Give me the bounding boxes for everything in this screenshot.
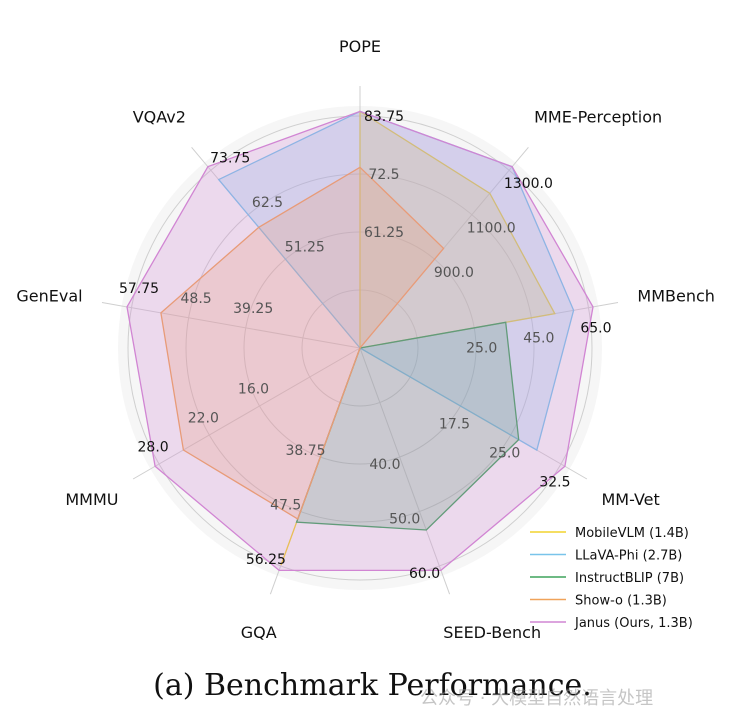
axis-label: MMMU bbox=[65, 490, 118, 509]
tick-label: 50.0 bbox=[389, 511, 420, 527]
tick-label: 25.0 bbox=[466, 341, 497, 357]
tick-label: 61.25 bbox=[364, 225, 404, 241]
radar-series bbox=[126, 110, 594, 572]
series-4-polygon bbox=[160, 166, 445, 520]
axis-label: MMBench bbox=[637, 287, 715, 306]
axis-label: MM-Vet bbox=[602, 490, 660, 509]
tick-label: 73.75 bbox=[210, 150, 250, 166]
axis-label: SEED-Bench bbox=[443, 623, 541, 642]
tick-label: 47.5 bbox=[270, 498, 301, 514]
series-5-polygon bbox=[126, 110, 594, 572]
axis-label: VQAv2 bbox=[133, 108, 186, 127]
tick-label: 39.25 bbox=[233, 301, 273, 317]
legend-entry: InstructBLIP (7B) bbox=[575, 571, 684, 586]
tick-label: 32.5 bbox=[539, 474, 570, 490]
tick-label: 40.0 bbox=[369, 457, 400, 473]
tick-label: 25.0 bbox=[489, 445, 520, 461]
tick-label: 17.5 bbox=[439, 416, 470, 432]
watermark-text: 公众号 · 大模型自然语言处理 bbox=[420, 688, 654, 709]
legend: MobileVLM (1.4B) LLaVA-Phi (2.7B) Instruct… bbox=[530, 526, 693, 631]
radar-chart: 61.25 72.5 83.75 900.0 1100.0 1300.0 25.0 45.0 6… bbox=[16, 37, 715, 642]
axis-label: MME-Perception bbox=[534, 108, 662, 127]
radar-labels: 61.25 72.5 83.75 900.0 1100.0 1300.0 25.0 45.0 6… bbox=[16, 37, 715, 642]
tick-label: 62.5 bbox=[252, 195, 283, 211]
tick-label: 56.25 bbox=[246, 552, 286, 568]
legend-entry: Janus (Ours, 1.3B) bbox=[574, 616, 693, 631]
tick-label: 57.75 bbox=[119, 281, 159, 297]
tick-label: 65.0 bbox=[580, 320, 611, 336]
tick-label: 22.0 bbox=[188, 411, 219, 427]
tick-label: 900.0 bbox=[434, 265, 474, 281]
tick-label: 28.0 bbox=[138, 440, 169, 456]
axis-label: GenEval bbox=[16, 287, 82, 306]
spoke-line bbox=[359, 347, 451, 595]
tick-label: 72.5 bbox=[368, 167, 399, 183]
tick-label: 51.25 bbox=[285, 239, 325, 255]
figure-caption: (a) Benchmark Performance. bbox=[153, 668, 592, 703]
tick-label: 1100.0 bbox=[467, 221, 516, 237]
tick-label: 1300.0 bbox=[504, 176, 553, 192]
axis-label: POPE bbox=[339, 37, 381, 56]
axis-label: GQA bbox=[241, 623, 277, 642]
tick-label: 60.0 bbox=[409, 566, 440, 582]
spoke-line bbox=[101, 302, 361, 349]
tick-label: 38.75 bbox=[285, 443, 325, 459]
tick-label: 48.5 bbox=[181, 291, 212, 307]
legend-entry: Show-o (1.3B) bbox=[575, 594, 667, 609]
tick-label: 45.0 bbox=[523, 331, 554, 347]
legend-entry: LLaVA-Phi (2.7B) bbox=[575, 549, 682, 564]
tick-label: 83.75 bbox=[364, 109, 404, 125]
legend-entry: MobileVLM (1.4B) bbox=[575, 526, 689, 541]
spoke-line bbox=[132, 347, 361, 480]
tick-label: 16.0 bbox=[238, 382, 269, 398]
